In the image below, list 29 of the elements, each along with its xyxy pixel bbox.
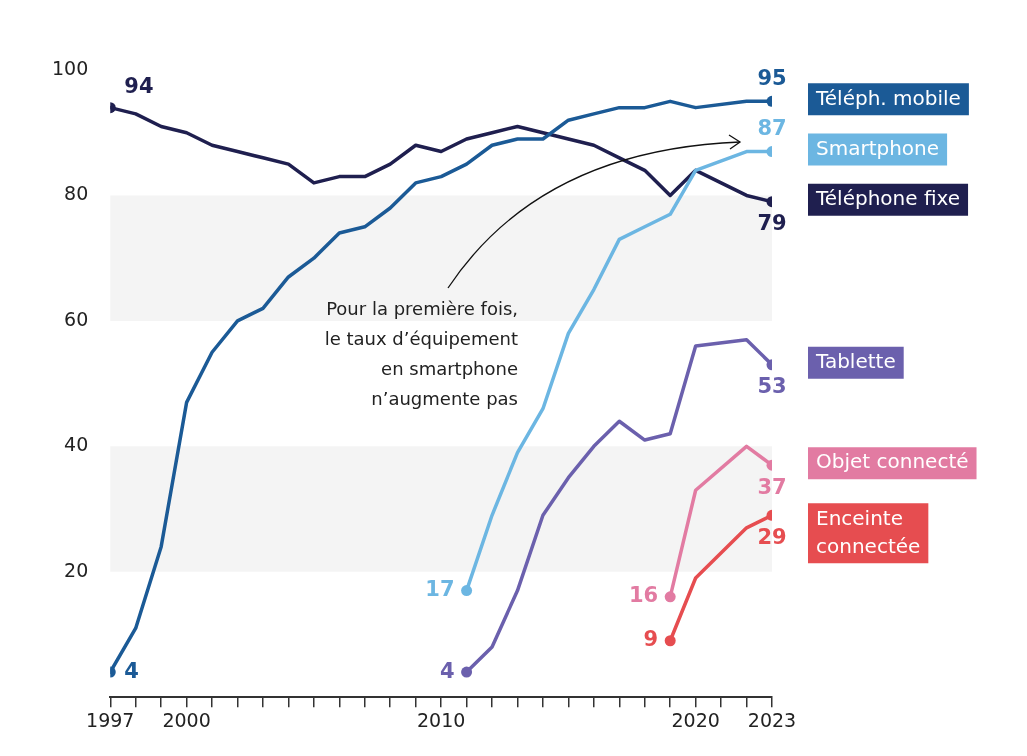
y-tick-label: 60 — [64, 307, 89, 330]
series-label: Téléphone fixe — [815, 185, 961, 210]
y-tick-label: 20 — [64, 558, 89, 581]
x-tick-label: 2010 — [416, 708, 466, 731]
y-tick-label: 40 — [64, 433, 89, 456]
data-label: 9 — [643, 627, 659, 652]
data-label: 94 — [124, 74, 154, 99]
series-label: Téléph. mobile — [815, 85, 961, 110]
data-label: 4 — [439, 658, 455, 683]
data-label: 29 — [757, 524, 787, 549]
x-tick-label: 1997 — [86, 708, 135, 731]
annotation: Pour la première fois, le taux d’équipement en smartphone n’augmente pas — [324, 297, 518, 409]
data-label: 53 — [757, 374, 787, 399]
series-label: Smartphone — [816, 135, 940, 160]
x-tick-label: 2023 — [747, 708, 797, 731]
series-label: Tablette — [815, 348, 896, 373]
x-tick-label: 2020 — [671, 708, 720, 731]
x-tick-label: 2000 — [162, 708, 211, 731]
data-label: 16 — [628, 583, 659, 608]
y-tick-label: 80 — [64, 182, 89, 205]
data-label: 4 — [124, 658, 139, 683]
data-label: 37 — [757, 474, 787, 499]
data-label: 17 — [425, 577, 455, 602]
data-label: 79 — [757, 211, 787, 236]
data-label: 87 — [757, 115, 787, 140]
y-tick-label: 100 — [52, 56, 89, 79]
series-label: Enceinte connectée — [816, 505, 921, 558]
series-label: Objet connecté — [816, 449, 969, 474]
data-label: 95 — [757, 65, 787, 90]
